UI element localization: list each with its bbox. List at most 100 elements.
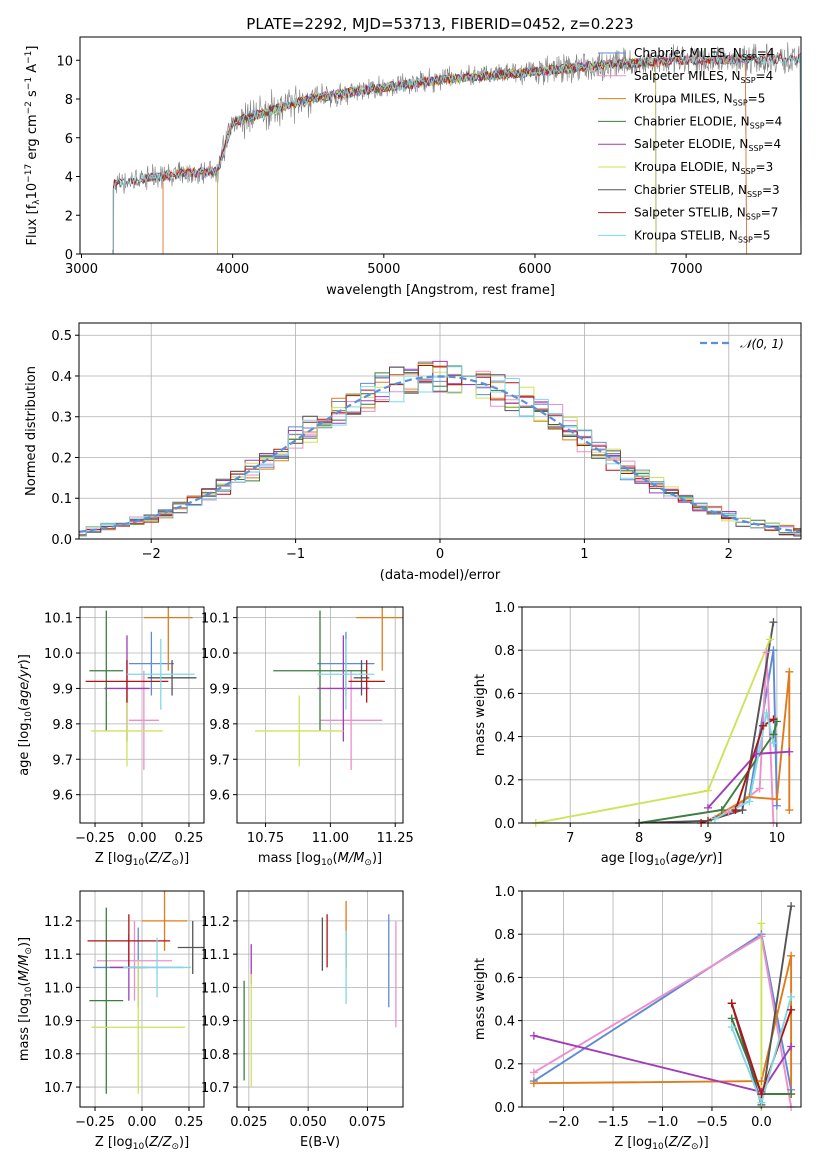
- mass_vs_Z-xtick-label: −0.25: [75, 1115, 115, 1130]
- weight-point-marker: [755, 784, 764, 793]
- residuals-ytick-label: 0.2: [51, 451, 72, 466]
- mass_vs_ebv-plot-area: [243, 900, 397, 1088]
- residuals-xtick-label: −1: [286, 547, 305, 562]
- spectrum-title: PLATE=2292, MJD=53713, FIBERID=0452, z=0…: [246, 15, 633, 33]
- age_vs_mass-ytick-label: 9.6: [209, 789, 230, 804]
- weight-point-marker: [529, 1031, 538, 1040]
- legend-label: Chabrier ELODIE, NSSP=4: [634, 114, 782, 130]
- weight-point-marker: [529, 1079, 538, 1088]
- spectrum-ytick-label: 10: [56, 54, 73, 69]
- weight_vs_Z-ytick-label: 0.8: [494, 928, 515, 943]
- residuals-xtick-label: −2: [142, 547, 161, 562]
- weight_vs_Z-xtick-label: −2.0: [548, 1115, 580, 1130]
- mass_vs_Z-axes: −0.25 0.00 0.25 10.7 10.8 10.9 11.0 11.1 11.2: [44, 891, 204, 1130]
- residuals-legend: 𝒩(0, 1): [700, 337, 784, 351]
- weight-series-line: [533, 955, 793, 1094]
- age_vs_mass-ytick-label: 10.0: [201, 647, 230, 662]
- weight-point-marker: [785, 667, 794, 676]
- age_vs_mass-xtick-label: 11.25: [377, 831, 414, 846]
- weight_vs_age-xtick-label: 8: [635, 831, 643, 846]
- residuals-xlabel: (data-model)/error: [380, 568, 501, 583]
- age_vs_Z-frame: [79, 606, 205, 824]
- residuals-ytick-label: 0.5: [51, 329, 72, 344]
- age_vs_mass-frame: [236, 606, 404, 824]
- weight-point-marker: [759, 721, 768, 730]
- weight_vs_age-ytick-label: 0.2: [494, 774, 515, 789]
- age_vs_mass-xlabel: mass [log10(M/M⊙)]: [258, 851, 382, 868]
- weight-point-marker: [769, 618, 778, 627]
- weight_vs_Z-ytick-label: 0.4: [494, 1015, 515, 1030]
- weight_vs_age-ytick-label: 0.8: [494, 644, 515, 659]
- age_vs_Z-ytick-label: 9.8: [52, 718, 73, 733]
- residuals-ytick-label: 0.1: [51, 492, 72, 507]
- age_vs_Z-ytick-label: 9.9: [52, 682, 73, 697]
- weight-point-marker: [704, 816, 712, 825]
- weight-point-marker: [762, 648, 771, 657]
- weight-point-marker: [787, 1005, 796, 1014]
- residual-histogram-step: [79, 365, 801, 537]
- weight-point-marker: [757, 919, 766, 928]
- weight_vs_Z-ytick-label: 1.0: [494, 885, 515, 900]
- weight-point-marker: [757, 1077, 766, 1086]
- age_vs_Z-axes: −0.25 0.00 0.25 9.6 9.7 9.8 9.9 10.0 10.1: [44, 607, 204, 846]
- residuals-axes: −2 −1 0 1 2 0.0 0.1 0.2 0.3 0.4 0.5: [51, 323, 801, 562]
- weight-point-marker: [769, 715, 778, 724]
- age_vs_Z-xtick-label: 0.25: [174, 831, 203, 846]
- mass_vs_Z-xtick-label: 0.25: [174, 1115, 203, 1130]
- weight-point-marker: [787, 951, 796, 960]
- weight-point-marker: [529, 1068, 538, 1077]
- legend-label: Chabrier MILES, NSSP=4: [634, 46, 774, 62]
- spectrum-frame: [79, 36, 802, 255]
- weight-point-marker: [785, 806, 794, 815]
- normal-distribution-curve: [79, 375, 801, 533]
- weight-point-marker: [772, 795, 781, 804]
- spectrum-xtick-label: 7000: [670, 262, 703, 277]
- spectrum-ylabel: Flux [fλ10−17 erg cm−2 s−1 A−1]: [24, 46, 42, 246]
- mass_vs_ebv-ytick-label: 11.2: [201, 915, 230, 930]
- age_vs_mass-ytick-label: 9.9: [209, 682, 230, 697]
- weight_vs_Z-xtick-label: −0.5: [696, 1115, 728, 1130]
- model-spectrum-line: [162, 53, 747, 254]
- weight-point-marker: [704, 786, 712, 795]
- spectrum-xlabel: wavelength [Angstrom, rest frame]: [326, 283, 555, 298]
- weight-point-marker: [717, 806, 726, 815]
- mass_vs_ebv-axes: 0.025 0.050 0.075 10.7 10.8 10.9 11.0 11.1 11.2: [201, 891, 403, 1130]
- mass_vs_Z-frame: [79, 890, 205, 1108]
- weight_vs_Z-xtick-label: −1.0: [647, 1115, 679, 1130]
- weight-point-marker: [727, 999, 736, 1008]
- weight_vs_age-ylabel: mass weight: [473, 674, 488, 756]
- mass_vs_Z-xlabel: Z [log10(Z/Z⊙)]: [95, 1135, 189, 1152]
- spectrum-ytick-label: 4: [65, 171, 73, 186]
- legend-label: Salpeter STELIB, NSSP=7: [634, 206, 778, 222]
- age_vs_mass-xtick-label: 10.75: [247, 831, 284, 846]
- weight_vs_age-ytick-label: 0.6: [494, 687, 515, 702]
- mass_vs_Z-ytick-label: 10.9: [44, 1015, 73, 1030]
- weight_vs_Z-ytick-label: 0.6: [494, 971, 515, 986]
- weight-point-marker: [762, 708, 771, 717]
- model-spectrum-line: [112, 53, 801, 254]
- model-spectrum-line: [162, 53, 747, 254]
- weight-point-marker: [769, 739, 778, 748]
- legend-label: Chabrier STELIB, NSSP=3: [634, 183, 780, 199]
- mass_vs_ebv-ytick-label: 10.8: [201, 1048, 230, 1063]
- weight-point-marker: [787, 992, 796, 1001]
- weight-point-marker: [787, 902, 796, 911]
- mass_vs_ebv-xtick-label: 0.075: [349, 1115, 386, 1130]
- model-spectrum-line: [217, 56, 657, 254]
- spectrum-ytick-label: 2: [65, 209, 73, 224]
- weight_vs_Z-ylabel: mass weight: [473, 958, 488, 1040]
- weight_vs_age-xtick-label: 9: [704, 831, 712, 846]
- mass_vs_Z-ytick-label: 10.7: [44, 1081, 73, 1096]
- residuals-ytick-label: 0.0: [51, 533, 72, 548]
- mass_vs_Z-ylabel: mass [log10(M/M⊙)]: [17, 937, 34, 1061]
- mass_vs_ebv-xtick-label: 0.025: [230, 1115, 267, 1130]
- model-spectrum-line: [217, 56, 657, 254]
- age_vs_Z-ytick-label: 9.6: [52, 789, 73, 804]
- mass_vs_ebv-ytick-label: 10.7: [201, 1081, 230, 1096]
- weight_vs_Z-xtick-label: −1.5: [597, 1115, 629, 1130]
- weight-point-marker: [757, 1098, 766, 1107]
- residuals-xtick-label: 0: [436, 547, 444, 562]
- mass_vs_ebv-ytick-label: 11.0: [201, 981, 230, 996]
- residuals-plot-area: [79, 360, 801, 537]
